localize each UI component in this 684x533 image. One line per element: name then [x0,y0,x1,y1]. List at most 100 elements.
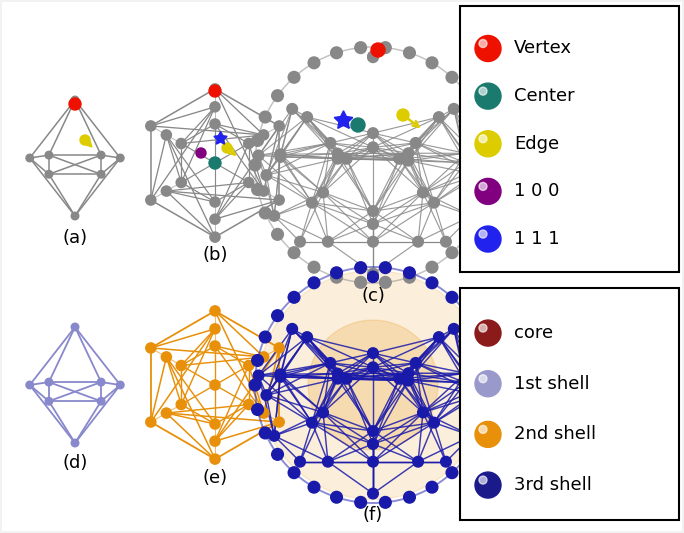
Circle shape [306,197,317,208]
Text: 1 0 0: 1 0 0 [514,182,560,200]
Circle shape [355,262,367,273]
Circle shape [380,497,391,508]
Circle shape [244,177,254,188]
Circle shape [341,374,352,384]
Circle shape [440,237,451,247]
Circle shape [462,90,474,101]
Circle shape [146,417,156,427]
Circle shape [483,354,495,366]
Circle shape [244,399,254,409]
Circle shape [479,135,487,143]
Circle shape [71,439,79,447]
Text: Center: Center [514,87,575,105]
Circle shape [259,408,269,418]
Circle shape [244,139,254,149]
Circle shape [355,277,367,288]
Circle shape [475,207,486,219]
FancyBboxPatch shape [460,288,679,520]
Circle shape [210,380,220,390]
Circle shape [97,398,105,405]
Circle shape [116,154,124,162]
Circle shape [210,419,220,429]
Circle shape [446,467,458,479]
Text: 2nd shell: 2nd shell [514,425,596,443]
Circle shape [380,42,391,53]
Circle shape [308,261,320,273]
Circle shape [368,51,378,62]
Text: (a): (a) [62,229,88,247]
Circle shape [475,331,486,343]
Circle shape [446,71,458,83]
Text: Vertex: Vertex [514,39,572,58]
Text: (c): (c) [361,287,385,305]
Circle shape [479,87,487,95]
Circle shape [274,417,285,427]
Circle shape [418,187,428,198]
Circle shape [176,399,186,409]
Circle shape [479,425,487,433]
Circle shape [288,71,300,83]
Circle shape [259,352,269,362]
Circle shape [368,206,378,216]
Circle shape [259,130,269,140]
Circle shape [210,197,220,207]
Circle shape [368,439,378,449]
Circle shape [418,407,428,418]
Circle shape [71,323,79,331]
Circle shape [429,197,439,208]
Circle shape [323,237,333,247]
Circle shape [253,150,264,161]
Circle shape [332,374,343,384]
Circle shape [434,332,444,342]
Circle shape [475,320,501,346]
Circle shape [449,103,459,114]
Circle shape [259,186,269,196]
Circle shape [261,170,272,181]
Circle shape [475,371,501,397]
Circle shape [332,368,343,379]
Circle shape [485,159,497,171]
Circle shape [97,151,105,159]
Circle shape [404,267,415,279]
Text: 1 1 1: 1 1 1 [514,230,560,248]
Circle shape [210,214,220,224]
Circle shape [479,230,487,238]
Circle shape [330,491,343,503]
Circle shape [368,219,378,229]
Circle shape [272,229,283,240]
Circle shape [434,112,444,123]
Circle shape [209,85,221,97]
Circle shape [482,160,492,171]
Text: Edge: Edge [514,135,559,153]
Circle shape [446,247,458,259]
Circle shape [259,271,488,499]
Circle shape [479,324,487,332]
Circle shape [462,448,474,460]
Circle shape [325,138,336,148]
Circle shape [210,158,220,168]
Circle shape [116,381,124,389]
Circle shape [403,148,414,158]
Circle shape [210,102,220,112]
Circle shape [403,375,414,386]
Circle shape [302,332,313,342]
Circle shape [318,187,328,198]
Circle shape [176,177,186,188]
Circle shape [210,454,220,464]
Circle shape [259,111,271,123]
Circle shape [210,324,220,334]
Circle shape [429,417,439,428]
Circle shape [45,378,53,386]
Circle shape [475,179,501,204]
Circle shape [308,320,438,450]
Circle shape [380,262,391,273]
Circle shape [475,111,486,123]
Circle shape [466,211,477,221]
Circle shape [332,148,343,159]
Circle shape [355,42,367,53]
Circle shape [272,448,283,460]
Circle shape [161,352,172,362]
Circle shape [210,436,220,446]
Circle shape [275,149,286,159]
Circle shape [460,368,471,378]
